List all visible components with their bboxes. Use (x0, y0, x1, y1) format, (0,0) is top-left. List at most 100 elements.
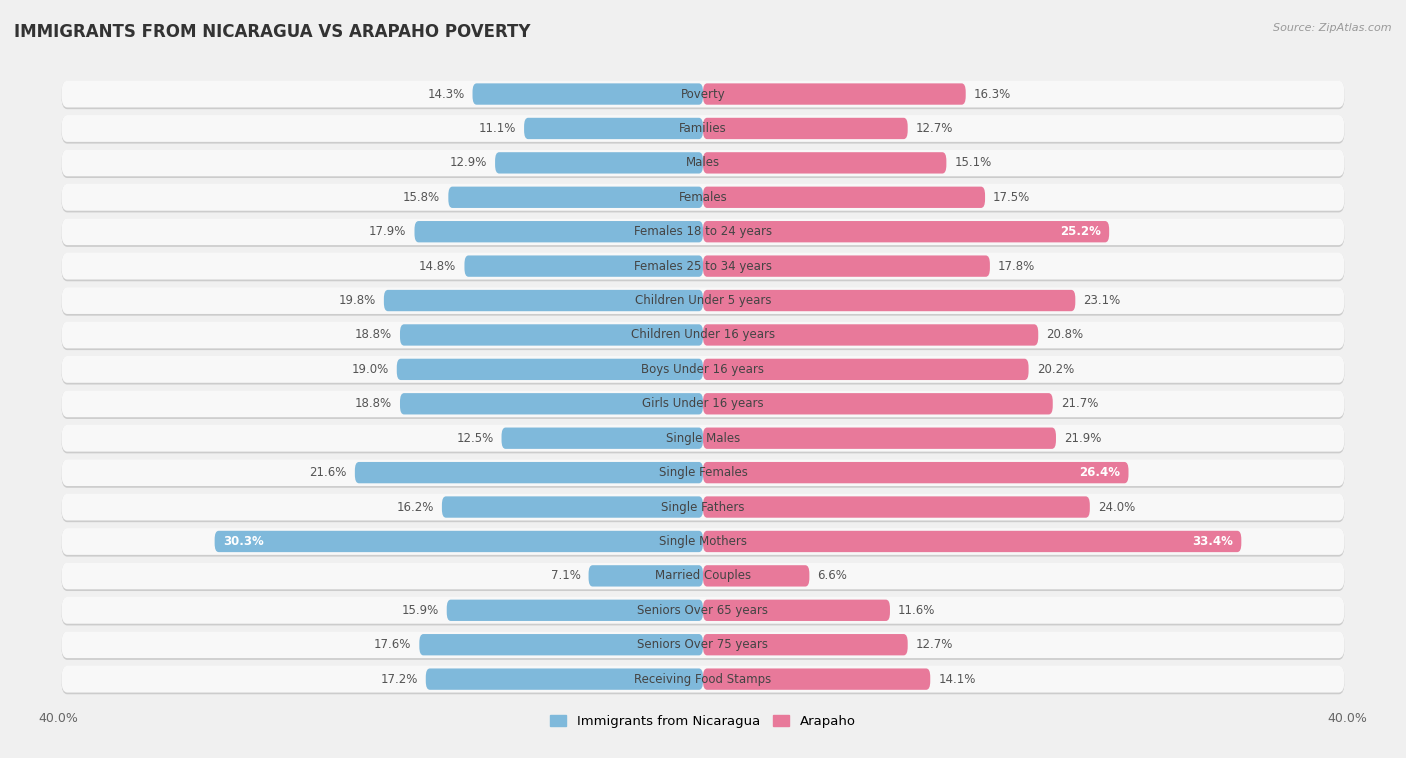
Text: Girls Under 16 years: Girls Under 16 years (643, 397, 763, 410)
FancyBboxPatch shape (62, 390, 1344, 419)
FancyBboxPatch shape (524, 117, 703, 139)
FancyBboxPatch shape (703, 393, 1053, 415)
Text: 17.8%: 17.8% (998, 260, 1035, 273)
FancyBboxPatch shape (62, 666, 1344, 694)
FancyBboxPatch shape (441, 496, 703, 518)
Text: 19.0%: 19.0% (352, 363, 388, 376)
FancyBboxPatch shape (62, 631, 1344, 658)
FancyBboxPatch shape (464, 255, 703, 277)
FancyBboxPatch shape (703, 669, 931, 690)
FancyBboxPatch shape (62, 184, 1344, 211)
Text: 15.1%: 15.1% (955, 156, 991, 169)
Text: 12.9%: 12.9% (450, 156, 486, 169)
FancyBboxPatch shape (703, 531, 1241, 552)
Text: Source: ZipAtlas.com: Source: ZipAtlas.com (1274, 23, 1392, 33)
Text: 21.6%: 21.6% (309, 466, 347, 479)
Text: 11.6%: 11.6% (898, 604, 935, 617)
Text: Seniors Over 65 years: Seniors Over 65 years (637, 604, 769, 617)
FancyBboxPatch shape (62, 184, 1344, 212)
FancyBboxPatch shape (703, 324, 1038, 346)
FancyBboxPatch shape (62, 390, 1344, 417)
FancyBboxPatch shape (426, 669, 703, 690)
Text: 23.1%: 23.1% (1084, 294, 1121, 307)
Text: 17.5%: 17.5% (993, 191, 1031, 204)
Text: 21.9%: 21.9% (1064, 432, 1101, 445)
Text: 17.2%: 17.2% (381, 672, 418, 686)
FancyBboxPatch shape (447, 600, 703, 621)
Text: 12.5%: 12.5% (456, 432, 494, 445)
FancyBboxPatch shape (399, 393, 703, 415)
Text: 14.3%: 14.3% (427, 87, 464, 101)
Text: Receiving Food Stamps: Receiving Food Stamps (634, 672, 772, 686)
Text: 18.8%: 18.8% (354, 397, 392, 410)
FancyBboxPatch shape (703, 152, 946, 174)
Text: Single Females: Single Females (658, 466, 748, 479)
Text: 18.8%: 18.8% (354, 328, 392, 341)
Text: 30.3%: 30.3% (222, 535, 263, 548)
Text: 20.8%: 20.8% (1046, 328, 1084, 341)
FancyBboxPatch shape (703, 255, 990, 277)
FancyBboxPatch shape (62, 528, 1344, 555)
Text: Single Males: Single Males (666, 432, 740, 445)
Text: 6.6%: 6.6% (817, 569, 848, 582)
Text: 24.0%: 24.0% (1098, 500, 1135, 513)
FancyBboxPatch shape (449, 186, 703, 208)
Text: 12.7%: 12.7% (915, 122, 953, 135)
Text: Females 25 to 34 years: Females 25 to 34 years (634, 260, 772, 273)
Text: 26.4%: 26.4% (1080, 466, 1121, 479)
FancyBboxPatch shape (396, 359, 703, 380)
FancyBboxPatch shape (703, 290, 1076, 312)
FancyBboxPatch shape (495, 152, 703, 174)
FancyBboxPatch shape (62, 562, 1344, 591)
FancyBboxPatch shape (62, 459, 1344, 486)
FancyBboxPatch shape (62, 287, 1344, 315)
Text: Married Couples: Married Couples (655, 569, 751, 582)
FancyBboxPatch shape (62, 494, 1344, 522)
FancyBboxPatch shape (703, 565, 810, 587)
Text: Children Under 16 years: Children Under 16 years (631, 328, 775, 341)
Text: 16.3%: 16.3% (974, 87, 1011, 101)
FancyBboxPatch shape (62, 321, 1344, 349)
FancyBboxPatch shape (62, 80, 1344, 108)
FancyBboxPatch shape (703, 462, 1129, 484)
FancyBboxPatch shape (62, 150, 1344, 178)
FancyBboxPatch shape (62, 115, 1344, 143)
Text: 14.8%: 14.8% (419, 260, 457, 273)
FancyBboxPatch shape (703, 117, 908, 139)
FancyBboxPatch shape (703, 600, 890, 621)
FancyBboxPatch shape (62, 322, 1344, 350)
FancyBboxPatch shape (502, 428, 703, 449)
FancyBboxPatch shape (62, 493, 1344, 521)
FancyBboxPatch shape (703, 634, 908, 656)
FancyBboxPatch shape (62, 597, 1344, 625)
Text: 16.2%: 16.2% (396, 500, 434, 513)
Text: 17.6%: 17.6% (374, 638, 412, 651)
FancyBboxPatch shape (62, 287, 1344, 314)
Text: Females: Females (679, 191, 727, 204)
FancyBboxPatch shape (62, 425, 1344, 453)
Text: 33.4%: 33.4% (1192, 535, 1233, 548)
Text: 12.7%: 12.7% (915, 638, 953, 651)
FancyBboxPatch shape (62, 81, 1344, 109)
FancyBboxPatch shape (62, 528, 1344, 556)
FancyBboxPatch shape (62, 666, 1344, 693)
FancyBboxPatch shape (62, 218, 1344, 245)
FancyBboxPatch shape (62, 562, 1344, 589)
Text: 20.2%: 20.2% (1036, 363, 1074, 376)
Text: Children Under 5 years: Children Under 5 years (634, 294, 772, 307)
Text: 21.7%: 21.7% (1060, 397, 1098, 410)
Text: Poverty: Poverty (681, 87, 725, 101)
Text: 11.1%: 11.1% (478, 122, 516, 135)
FancyBboxPatch shape (703, 83, 966, 105)
FancyBboxPatch shape (62, 631, 1344, 660)
Text: 7.1%: 7.1% (551, 569, 581, 582)
FancyBboxPatch shape (419, 634, 703, 656)
FancyBboxPatch shape (415, 221, 703, 243)
FancyBboxPatch shape (215, 531, 703, 552)
Text: Families: Families (679, 122, 727, 135)
Text: IMMIGRANTS FROM NICARAGUA VS ARAPAHO POVERTY: IMMIGRANTS FROM NICARAGUA VS ARAPAHO POV… (14, 23, 530, 41)
FancyBboxPatch shape (589, 565, 703, 587)
FancyBboxPatch shape (472, 83, 703, 105)
FancyBboxPatch shape (703, 359, 1029, 380)
FancyBboxPatch shape (62, 356, 1344, 383)
